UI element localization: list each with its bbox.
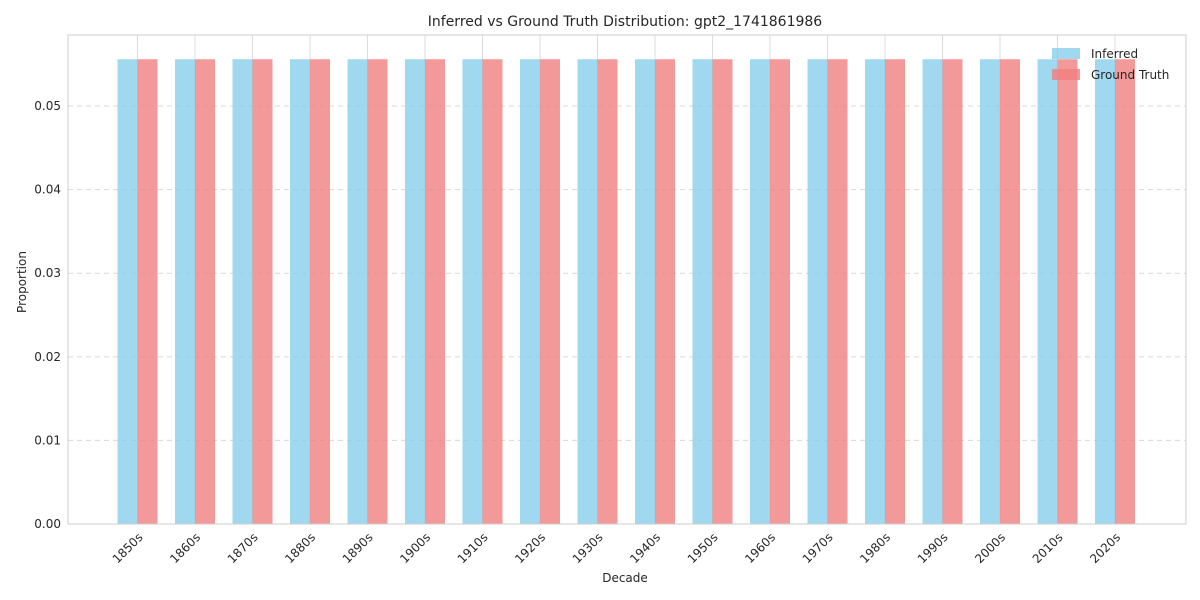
bar-ground-truth-1930s bbox=[597, 59, 618, 524]
bar-ground-truth-1990s bbox=[942, 59, 963, 524]
bar-ground-truth-1960s bbox=[770, 59, 790, 524]
bar-inferred-1980s bbox=[865, 59, 885, 524]
bar-ground-truth-1970s bbox=[827, 59, 848, 524]
y-tick-label: 0.03 bbox=[34, 266, 61, 280]
legend-label-ground-truth: Ground Truth bbox=[1091, 68, 1169, 82]
bar-ground-truth-2010s bbox=[1057, 59, 1078, 524]
legend-swatch-ground-truth bbox=[1052, 69, 1080, 80]
bar-inferred-2020s bbox=[1095, 59, 1115, 524]
bar-inferred-1920s bbox=[520, 59, 540, 524]
plot-frame bbox=[67, 34, 1187, 525]
y-tick-label: 0.00 bbox=[34, 517, 61, 531]
y-tick-labels: 0.00 0.01 0.02 0.03 0.04 0.05 bbox=[34, 99, 61, 531]
y-axis-label: Proportion bbox=[15, 251, 29, 313]
bar-ground-truth-1870s bbox=[252, 59, 273, 524]
bar-ground-truth-2000s bbox=[1000, 59, 1020, 524]
bar-inferred-1950s bbox=[692, 59, 713, 524]
bar-inferred-1890s bbox=[347, 59, 368, 524]
y-tick-label: 0.02 bbox=[34, 350, 61, 364]
bar-ground-truth-1890s bbox=[367, 59, 388, 524]
bars bbox=[117, 59, 1135, 524]
bar-ground-truth-1860s bbox=[195, 59, 215, 524]
bar-ground-truth-2020s bbox=[1115, 59, 1135, 524]
bar-ground-truth-1940s bbox=[655, 59, 675, 524]
bar-inferred-1900s bbox=[405, 59, 425, 524]
y-tick-label: 0.04 bbox=[34, 183, 61, 197]
bar-ground-truth-1950s bbox=[712, 59, 733, 524]
bar-ground-truth-1880s bbox=[310, 59, 330, 524]
x-axis-label: Decade bbox=[602, 571, 648, 585]
bar-ground-truth-1900s bbox=[425, 59, 445, 524]
bar-inferred-2010s bbox=[1037, 59, 1058, 524]
bar-inferred-1850s bbox=[117, 59, 138, 524]
bar-inferred-1930s bbox=[577, 59, 598, 524]
bar-inferred-1860s bbox=[175, 59, 195, 524]
bar-inferred-1940s bbox=[635, 59, 655, 524]
bar-ground-truth-1850s bbox=[137, 59, 158, 524]
bar-ground-truth-1910s bbox=[482, 59, 503, 524]
bar-inferred-1990s bbox=[922, 59, 943, 524]
bar-ground-truth-1980s bbox=[885, 59, 905, 524]
bar-inferred-1960s bbox=[750, 59, 770, 524]
chart-title: Inferred vs Ground Truth Distribution: g… bbox=[428, 14, 823, 30]
y-tick-label: 0.05 bbox=[34, 99, 61, 113]
legend: Inferred Ground Truth bbox=[1052, 47, 1169, 82]
bar-ground-truth-1920s bbox=[540, 59, 560, 524]
legend-swatch-inferred bbox=[1052, 48, 1080, 59]
y-tick-label: 0.01 bbox=[34, 433, 61, 447]
legend-label-inferred: Inferred bbox=[1091, 47, 1138, 61]
bar-inferred-2000s bbox=[980, 59, 1000, 524]
bar-inferred-1910s bbox=[462, 59, 483, 524]
bar-inferred-1970s bbox=[807, 59, 828, 524]
bar-inferred-1870s bbox=[232, 59, 253, 524]
bar-inferred-1880s bbox=[290, 59, 310, 524]
